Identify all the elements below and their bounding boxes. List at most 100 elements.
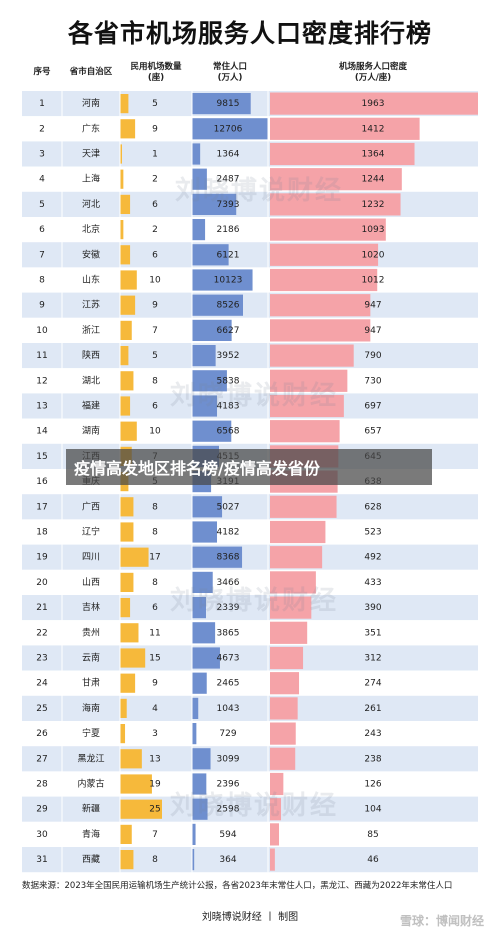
province-cell: 宁夏 xyxy=(82,727,100,739)
airports-value: 6 xyxy=(152,250,158,260)
population-bar xyxy=(192,118,268,140)
density-bar xyxy=(270,420,340,443)
chart-title: 各省市机场服务人口密度排行榜 xyxy=(67,19,432,48)
population-bar xyxy=(192,219,206,241)
airports-bar xyxy=(120,598,131,618)
population-value: 5027 xyxy=(217,502,240,512)
density-bar xyxy=(270,268,378,292)
density-bar xyxy=(270,344,354,367)
header-density-line1: 机场服务人口密度 xyxy=(338,62,407,72)
density-value: 46 xyxy=(367,855,379,865)
population-value: 594 xyxy=(219,830,236,840)
airports-value: 3 xyxy=(152,729,158,739)
overlay-banner-text: 疫情高发地区排名榜/疫情高发省份 xyxy=(74,459,320,478)
rank-cell: 5 xyxy=(39,200,45,210)
header-airports-line2: (座) xyxy=(147,73,165,83)
airports-bar xyxy=(120,824,132,844)
population-bar xyxy=(192,672,207,694)
airports-bar xyxy=(120,547,149,567)
airports-bar xyxy=(120,396,131,416)
airports-value: 8 xyxy=(152,376,158,386)
rank-cell: 30 xyxy=(36,830,48,840)
airports-value: 5 xyxy=(152,351,158,361)
density-value: 126 xyxy=(364,780,381,790)
density-bar xyxy=(270,722,296,745)
population-value: 10123 xyxy=(214,276,243,286)
airports-bar xyxy=(120,119,136,139)
airports-value: 1 xyxy=(152,150,158,160)
population-value: 2186 xyxy=(217,225,240,235)
population-value: 8368 xyxy=(217,553,240,563)
population-bar xyxy=(192,294,243,316)
airports-bar xyxy=(120,220,124,240)
density-value: 274 xyxy=(364,679,381,689)
density-bar xyxy=(270,747,296,770)
density-value: 104 xyxy=(364,805,381,815)
density-value: 1412 xyxy=(362,124,385,134)
population-bar xyxy=(192,521,218,543)
airports-value: 25 xyxy=(149,805,160,815)
rank-cell: 28 xyxy=(36,780,48,790)
airports-value: 8 xyxy=(152,855,158,865)
airports-value: 6 xyxy=(152,603,158,613)
province-cell: 辽宁 xyxy=(82,526,100,538)
population-value: 3865 xyxy=(217,628,240,638)
rank-cell: 2 xyxy=(39,124,45,134)
rank-cell: 24 xyxy=(36,679,48,689)
population-bar xyxy=(192,319,232,341)
density-value: 523 xyxy=(364,528,381,538)
density-value: 492 xyxy=(364,553,381,563)
density-value: 85 xyxy=(367,830,378,840)
province-cell: 广东 xyxy=(82,122,100,134)
header-rank: 序号 xyxy=(33,67,51,77)
rank-cell: 4 xyxy=(39,175,45,185)
table-row-bg xyxy=(22,746,478,772)
table-row-bg xyxy=(22,620,478,646)
airports-bar xyxy=(120,572,134,592)
province-cell: 安徽 xyxy=(82,248,100,260)
province-cell: 广西 xyxy=(82,500,100,512)
density-value: 1012 xyxy=(362,276,385,286)
rank-cell: 19 xyxy=(36,553,48,563)
table-row-bg xyxy=(22,317,478,343)
population-value: 9815 xyxy=(217,99,240,109)
density-value: 238 xyxy=(364,754,381,764)
table-row-bg xyxy=(22,292,478,318)
density-value: 1020 xyxy=(362,250,385,260)
table-row-bg xyxy=(22,343,478,369)
rank-cell: 17 xyxy=(36,502,47,512)
population-bar xyxy=(192,571,213,593)
density-bar xyxy=(270,142,415,166)
table-row-bg xyxy=(22,796,478,822)
rank-cell: 31 xyxy=(36,855,47,865)
density-value: 657 xyxy=(364,427,381,437)
population-bar xyxy=(192,773,207,795)
header-province: 省市自治区 xyxy=(69,67,113,77)
province-cell: 浙江 xyxy=(82,324,100,336)
density-value: 1093 xyxy=(362,225,385,235)
airports-value: 8 xyxy=(152,502,158,512)
density-value: 312 xyxy=(364,654,381,664)
population-value: 3099 xyxy=(217,754,240,764)
rank-cell: 21 xyxy=(36,603,47,613)
population-bar xyxy=(192,723,197,745)
table-row-bg xyxy=(22,569,478,595)
density-bar xyxy=(270,394,344,418)
population-bar xyxy=(192,697,199,719)
table-row-bg xyxy=(22,595,478,621)
brand-watermark: 雪球：博闻财经 xyxy=(399,914,484,928)
density-bar xyxy=(270,621,308,644)
population-value: 4673 xyxy=(217,654,240,664)
rank-cell: 18 xyxy=(36,528,48,538)
population-bar xyxy=(192,798,208,820)
population-bar xyxy=(192,546,243,568)
density-bar xyxy=(270,672,300,695)
population-bar xyxy=(192,345,216,367)
data-source-note: 数据来源：2023年全国民用运输机场生产统计公报，各省2023年末常住人口，黑龙… xyxy=(22,881,453,891)
population-bar xyxy=(192,597,206,619)
table-row-bg xyxy=(22,821,478,847)
density-value: 730 xyxy=(364,376,381,386)
population-value: 2396 xyxy=(217,780,240,790)
airports-value: 6 xyxy=(152,402,158,412)
